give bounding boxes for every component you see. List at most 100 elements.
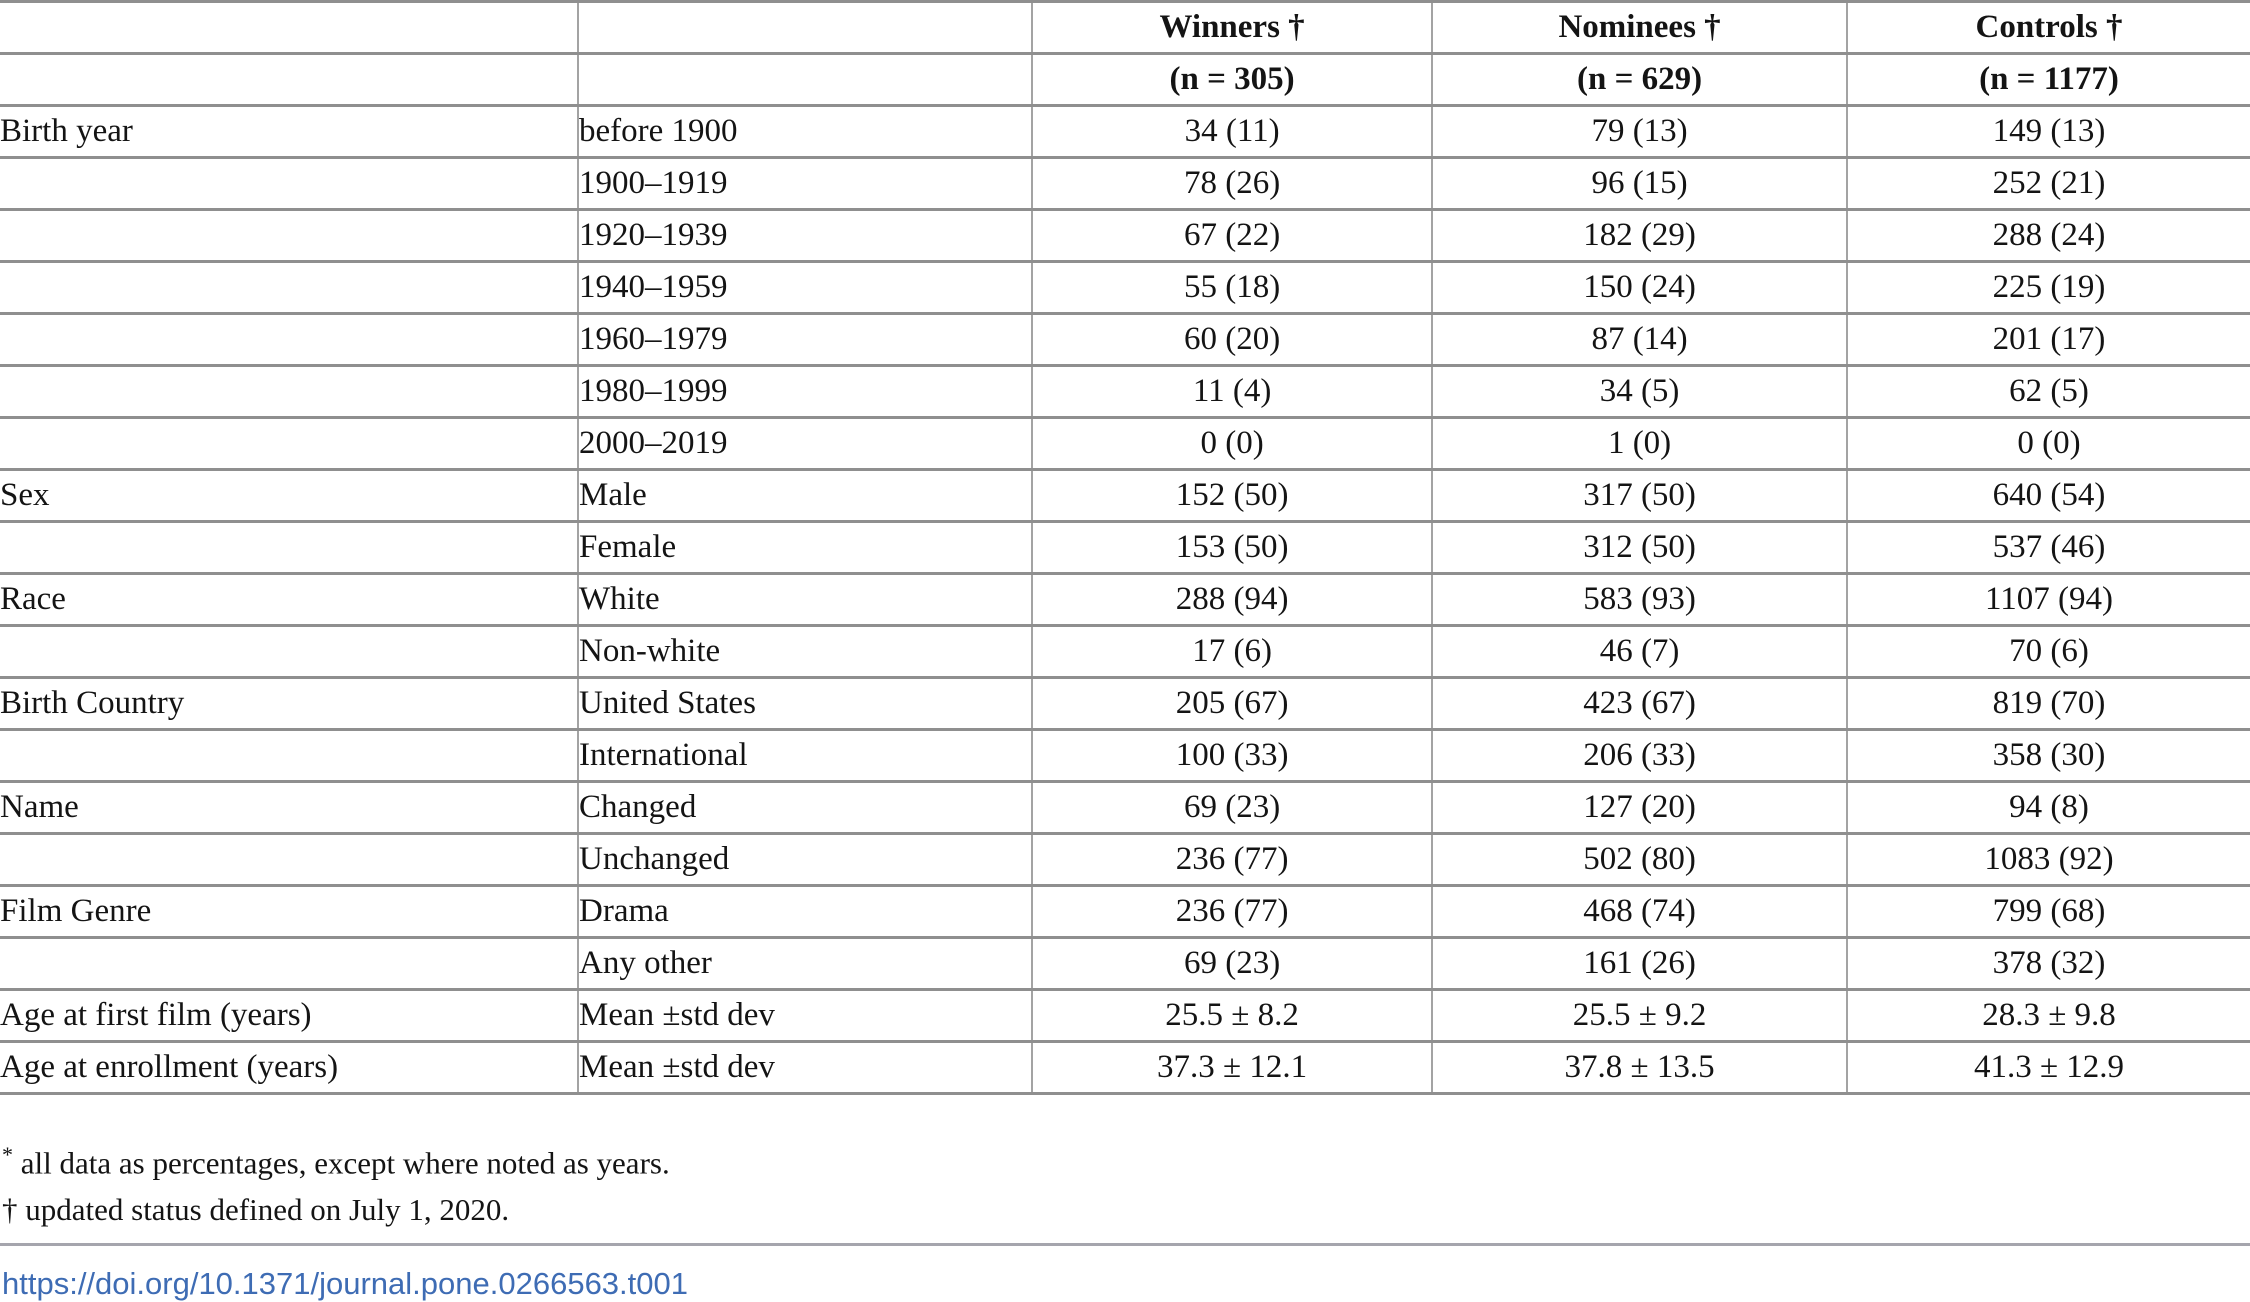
category-cell: Name — [0, 780, 580, 835]
nominees-value-cell: 87 (14) — [1432, 312, 1848, 367]
demographics-table: Winners † Nominees † Controls † (n = 305… — [0, 0, 2250, 1095]
nominees-value-cell: 46 (7) — [1432, 624, 1848, 679]
subcategory-cell: Changed — [578, 780, 1034, 835]
header-row-labels: Winners † Nominees † Controls † — [0, 0, 2250, 55]
subcategory-cell: Drama — [578, 884, 1034, 939]
winners-value-cell: 236 (77) — [1032, 832, 1434, 887]
category-cell: Birth year — [0, 104, 580, 159]
winners-value-cell: 60 (20) — [1032, 312, 1434, 367]
header-empty-subcategory — [578, 0, 1034, 55]
winners-value-cell: 100 (33) — [1032, 728, 1434, 783]
subcategory-cell: 2000–2019 — [578, 416, 1034, 471]
controls-value-cell: 62 (5) — [1847, 364, 2250, 419]
subcategory-cell: Unchanged — [578, 832, 1034, 887]
subcategory-cell: International — [578, 728, 1034, 783]
category-cell: Age at enrollment (years) — [0, 1040, 580, 1095]
winners-value-cell: 236 (77) — [1032, 884, 1434, 939]
nominees-value-cell: 127 (20) — [1432, 780, 1848, 835]
category-cell — [0, 936, 580, 991]
controls-value-cell: 0 (0) — [1847, 416, 2250, 471]
controls-value-cell: 252 (21) — [1847, 156, 2250, 211]
nominees-value-cell: 79 (13) — [1432, 104, 1848, 159]
nominees-value-cell: 312 (50) — [1432, 520, 1848, 575]
winners-value-cell: 34 (11) — [1032, 104, 1434, 159]
nominees-value-cell: 161 (26) — [1432, 936, 1848, 991]
table-row: Sex Male 152 (50) 317 (50) 640 (54) — [0, 468, 2250, 523]
nominees-value-cell: 1 (0) — [1432, 416, 1848, 471]
winners-value-cell: 69 (23) — [1032, 936, 1434, 991]
category-cell — [0, 208, 580, 263]
table-row: Unchanged 236 (77) 502 (80) 1083 (92) — [0, 832, 2250, 887]
winners-value-cell: 288 (94) — [1032, 572, 1434, 627]
bottom-divider — [0, 1243, 2250, 1247]
subcategory-cell: Mean ±std dev — [578, 1040, 1034, 1095]
nominees-value-cell: 34 (5) — [1432, 364, 1848, 419]
controls-value-cell: 1107 (94) — [1847, 572, 2250, 627]
table-row: 2000–2019 0 (0) 1 (0) 0 (0) — [0, 416, 2250, 471]
subcategory-cell: Any other — [578, 936, 1034, 991]
category-cell — [0, 260, 580, 315]
controls-value-cell: 201 (17) — [1847, 312, 2250, 367]
subcategory-cell: White — [578, 572, 1034, 627]
category-cell — [0, 728, 580, 783]
footnote-updated-status: † updated status defined on July 1, 2020… — [2, 1186, 2250, 1233]
controls-value-cell: 70 (6) — [1847, 624, 2250, 679]
table-row: Non-white 17 (6) 46 (7) 70 (6) — [0, 624, 2250, 679]
controls-value-cell: 358 (30) — [1847, 728, 2250, 783]
header-empty-category-2 — [0, 52, 580, 107]
subcategory-cell: 1900–1919 — [578, 156, 1034, 211]
category-cell: Film Genre — [0, 884, 580, 939]
controls-value-cell: 1083 (92) — [1847, 832, 2250, 887]
controls-value-cell: 28.3 ± 9.8 — [1847, 988, 2250, 1043]
table-row: 1980–1999 11 (4) 34 (5) 62 (5) — [0, 364, 2250, 419]
controls-value-cell: 225 (19) — [1847, 260, 2250, 315]
header-winners-n: (n = 305) — [1032, 52, 1434, 107]
footnote-percentages-text: all data as percentages, except where no… — [13, 1145, 670, 1181]
controls-value-cell: 799 (68) — [1847, 884, 2250, 939]
asterisk-marker: * — [2, 1142, 13, 1167]
winners-value-cell: 0 (0) — [1032, 416, 1434, 471]
header-nominees-n: (n = 629) — [1432, 52, 1848, 107]
subcategory-cell: Male — [578, 468, 1034, 523]
doi-link[interactable]: https://doi.org/10.1371/journal.pone.026… — [2, 1266, 688, 1302]
category-cell — [0, 416, 580, 471]
table-row: Race White 288 (94) 583 (93) 1107 (94) — [0, 572, 2250, 627]
nominees-value-cell: 317 (50) — [1432, 468, 1848, 523]
subcategory-cell: 1980–1999 — [578, 364, 1034, 419]
subcategory-cell: Mean ±std dev — [578, 988, 1034, 1043]
header-controls: Controls † — [1847, 0, 2250, 55]
category-cell: Race — [0, 572, 580, 627]
subcategory-cell: United States — [578, 676, 1034, 731]
header-controls-n: (n = 1177) — [1847, 52, 2250, 107]
table-row: Birth year before 1900 34 (11) 79 (13) 1… — [0, 104, 2250, 159]
controls-value-cell: 94 (8) — [1847, 780, 2250, 835]
controls-value-cell: 537 (46) — [1847, 520, 2250, 575]
nominees-value-cell: 423 (67) — [1432, 676, 1848, 731]
footnote-updated-status-text: updated status defined on July 1, 2020. — [17, 1192, 510, 1228]
table-row: 1960–1979 60 (20) 87 (14) 201 (17) — [0, 312, 2250, 367]
winners-value-cell: 78 (26) — [1032, 156, 1434, 211]
table-row: International 100 (33) 206 (33) 358 (30) — [0, 728, 2250, 783]
header-row-counts: (n = 305) (n = 629) (n = 1177) — [0, 52, 2250, 107]
nominees-value-cell: 37.8 ± 13.5 — [1432, 1040, 1848, 1095]
header-nominees: Nominees † — [1432, 0, 1848, 55]
nominees-value-cell: 150 (24) — [1432, 260, 1848, 315]
table-row: Age at first film (years) Mean ±std dev … — [0, 988, 2250, 1043]
nominees-value-cell: 206 (33) — [1432, 728, 1848, 783]
nominees-value-cell: 583 (93) — [1432, 572, 1848, 627]
category-cell: Birth Country — [0, 676, 580, 731]
winners-value-cell: 153 (50) — [1032, 520, 1434, 575]
winners-value-cell: 17 (6) — [1032, 624, 1434, 679]
winners-value-cell: 69 (23) — [1032, 780, 1434, 835]
subcategory-cell: Female — [578, 520, 1034, 575]
category-cell — [0, 624, 580, 679]
table-row: Birth Country United States 205 (67) 423… — [0, 676, 2250, 731]
table-row: Age at enrollment (years) Mean ±std dev … — [0, 1040, 2250, 1095]
subcategory-cell: 1960–1979 — [578, 312, 1034, 367]
doi-row: https://doi.org/10.1371/journal.pone.026… — [0, 1266, 2250, 1302]
subcategory-cell: Non-white — [578, 624, 1034, 679]
controls-value-cell: 640 (54) — [1847, 468, 2250, 523]
table-row: 1940–1959 55 (18) 150 (24) 225 (19) — [0, 260, 2250, 315]
table-row: Film Genre Drama 236 (77) 468 (74) 799 (… — [0, 884, 2250, 939]
